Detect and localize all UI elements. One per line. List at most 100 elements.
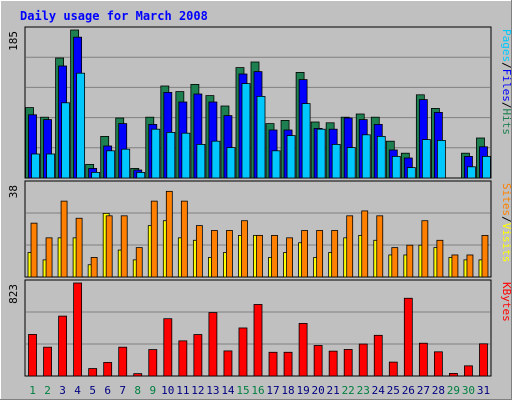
- bar-kbytes: [118, 346, 128, 377]
- bar-pages: [196, 143, 206, 179]
- bar-pages: [391, 155, 401, 179]
- x-tick-label: 20: [312, 384, 325, 397]
- bar-pages: [211, 140, 221, 179]
- x-axis-labels: 1 2 3 4 5 6 7 8 9 10 11 12 13 14 15 16 17 18 19 20 21 22 23 24 2…: [29, 384, 490, 397]
- bar-kbytes: [343, 349, 353, 377]
- bar-kbytes: [298, 323, 308, 377]
- legend-separator: /: [500, 62, 512, 69]
- x-tick-label: 4: [74, 384, 81, 397]
- bar-kbytes: [328, 350, 338, 377]
- bar-pages: [421, 139, 431, 179]
- x-tick-label: 7: [119, 384, 126, 397]
- x-tick-label: 19: [296, 384, 309, 397]
- bar-kbytes: [148, 349, 158, 377]
- bar-sites: [376, 215, 384, 278]
- bar-sites: [210, 230, 218, 278]
- bar-kbytes: [388, 361, 398, 377]
- bar-kbytes: [208, 312, 218, 377]
- bar-pages: [346, 147, 356, 179]
- x-tick-label: 26: [402, 384, 415, 397]
- bar-sites: [105, 215, 113, 278]
- bar-pages: [181, 132, 191, 179]
- bar-kbytes: [43, 346, 52, 377]
- x-tick-label: 5: [89, 384, 96, 397]
- bar-pages: [76, 72, 86, 179]
- bar-sites: [195, 225, 203, 278]
- bar-kbytes: [58, 315, 67, 377]
- bar-kbytes: [358, 343, 368, 377]
- x-tick-label: 14: [221, 384, 235, 397]
- bar-sites: [120, 215, 128, 278]
- panel-legend: Pages/Files/Hits: [500, 29, 512, 135]
- panel-legend: Sites/Visits: [500, 183, 512, 263]
- x-tick-label: 8: [134, 384, 141, 397]
- chart-title: Daily usage for March 2008: [20, 9, 208, 23]
- bar-kbytes: [133, 373, 143, 377]
- bar-kbytes: [103, 362, 113, 377]
- bar-sites: [90, 257, 98, 278]
- legend-pages: Pages: [500, 29, 512, 62]
- bar-kbytes: [418, 342, 428, 377]
- bar-sites: [226, 230, 233, 278]
- bar-sites: [60, 200, 68, 278]
- bar-sites: [180, 200, 188, 278]
- bar-sites: [331, 230, 339, 278]
- bar-sites: [406, 244, 414, 278]
- x-tick-label: 11: [176, 384, 189, 397]
- x-tick-label: 29: [447, 384, 460, 397]
- x-tick-label: 16: [251, 384, 264, 397]
- bar-pages: [166, 131, 176, 179]
- bar-pages: [91, 171, 101, 179]
- x-tick-label: 25: [387, 384, 400, 397]
- bar-pages: [406, 167, 416, 179]
- bar-kbytes: [479, 343, 488, 377]
- bar-kbytes: [373, 334, 383, 377]
- legend-sites: Sites: [500, 183, 512, 216]
- bar-sites: [301, 230, 309, 278]
- bar-pages: [286, 135, 296, 179]
- legend-hits: Hits: [500, 109, 512, 136]
- bar-kbytes: [313, 345, 323, 377]
- bar-kbytes: [178, 340, 188, 377]
- x-tick-label: 17: [266, 384, 279, 397]
- bar-pages: [256, 96, 266, 179]
- bar-kbytes: [73, 282, 83, 377]
- x-tick-label: 30: [462, 384, 475, 397]
- bar-kbytes: [163, 318, 173, 377]
- panel-top: 185 Pages/Files/Hits: [7, 26, 512, 179]
- x-tick-label: 12: [191, 384, 204, 397]
- bar-pages: [31, 153, 40, 179]
- bar-kbytes: [193, 334, 203, 377]
- bar-kbytes: [433, 351, 443, 377]
- bar-kbytes: [223, 350, 233, 377]
- bar-kbytes: [403, 297, 413, 377]
- bar-pages: [376, 135, 386, 179]
- x-tick-label: 22: [342, 384, 355, 397]
- x-tick-label: 13: [206, 384, 219, 397]
- panel-bottom: 823 KBytes: [7, 279, 512, 377]
- legend-kbytes: KBytes: [500, 282, 512, 322]
- bar-sites: [451, 254, 459, 278]
- bar-sites: [75, 217, 83, 278]
- x-tick-label: 31: [477, 384, 490, 397]
- bar-kbytes: [88, 368, 98, 377]
- bar-pages: [331, 143, 341, 179]
- x-tick-label: 23: [357, 384, 370, 397]
- bar-pages: [61, 102, 70, 179]
- x-tick-label: 1: [29, 384, 36, 397]
- x-tick-label: 28: [432, 384, 445, 397]
- bar-sites: [30, 222, 38, 278]
- bar-pages: [467, 166, 476, 179]
- bar-pages: [361, 134, 371, 179]
- bar-sites: [241, 220, 248, 278]
- bar-sites: [421, 220, 429, 278]
- bar-sites: [271, 234, 278, 278]
- x-tick-label: 27: [417, 384, 430, 397]
- bar-sites: [165, 190, 173, 278]
- x-tick-label: 6: [104, 384, 111, 397]
- bar-sites: [135, 247, 143, 278]
- bar-pages: [301, 103, 311, 179]
- bar-pages: [151, 128, 161, 179]
- panel-legend: KBytes: [500, 282, 512, 322]
